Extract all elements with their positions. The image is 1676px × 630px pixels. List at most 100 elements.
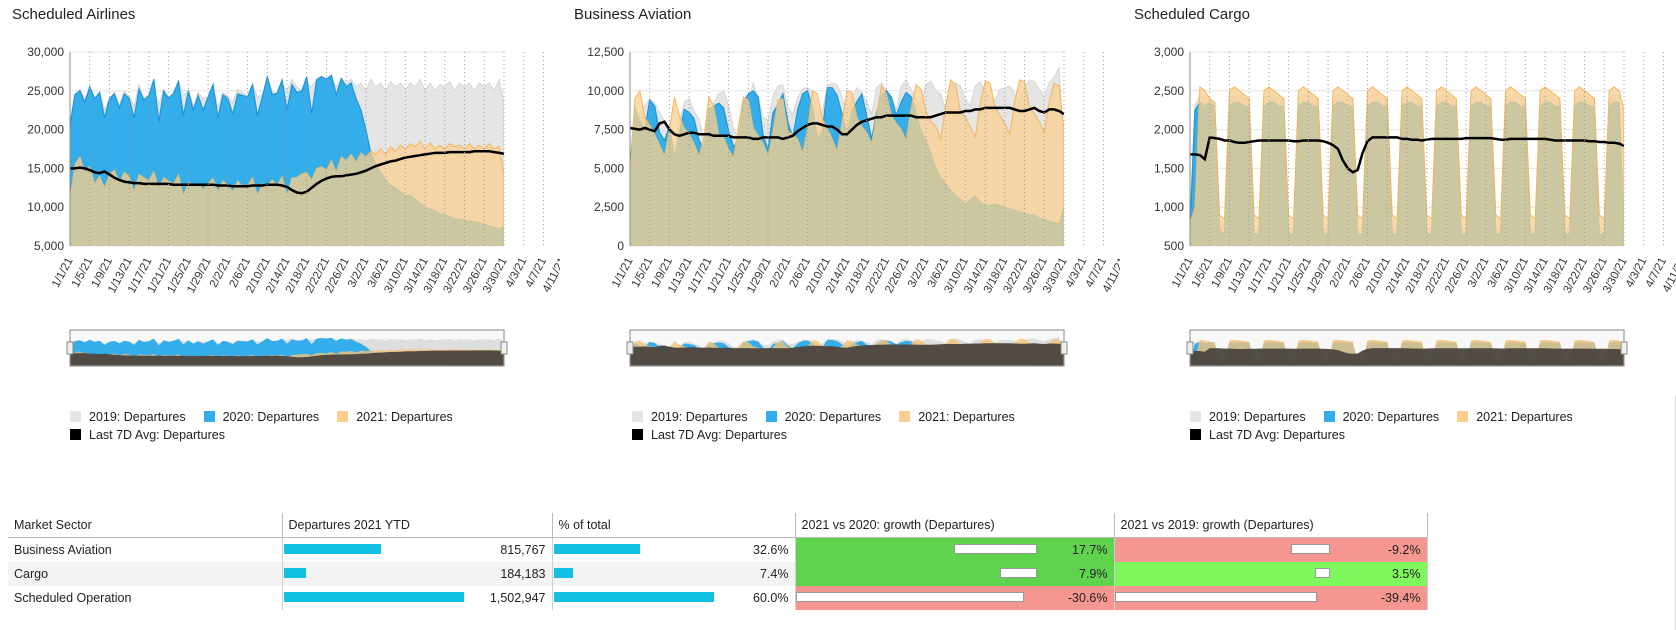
cell-pct-total: 60.0%	[552, 586, 796, 610]
header-market-sector[interactable]: Market Sector	[8, 513, 283, 538]
swatch	[1190, 429, 1201, 440]
cell-value: 7.9%	[1079, 567, 1108, 581]
legend-item-avg[interactable]: Last 7D Avg: Departures	[70, 428, 225, 442]
navigator-handle-right[interactable]	[1060, 341, 1068, 355]
area-chart: 02,5005,0007,50010,00012,5001/1/211/5/21…	[587, 45, 1120, 367]
swatch	[70, 429, 81, 440]
series-overlap-area	[630, 93, 1064, 246]
series-line-7d-avg	[630, 106, 1064, 141]
navigator-area-avg	[630, 343, 1064, 366]
swatch	[70, 411, 81, 422]
data-bar-pct	[553, 568, 574, 578]
legend-label: 2020: Departures	[784, 410, 882, 424]
legend-item-avg[interactable]: Last 7D Avg: Departures	[1190, 428, 1345, 442]
y-tick-label: 20,000	[27, 123, 64, 137]
legend-item-2020[interactable]: 2020: Departures	[203, 410, 319, 424]
legend-item-2020[interactable]: 2020: Departures	[765, 410, 882, 424]
cell-wrap: 7.9%	[796, 562, 1114, 586]
cell-value: 7.4%	[760, 567, 789, 581]
cell-value: 1,502,947	[489, 591, 546, 605]
legend-item-2021[interactable]: 2021: Departures	[1457, 410, 1573, 424]
legend-label: 2021: Departures	[356, 410, 453, 424]
plot-area	[1190, 85, 1624, 246]
y-tick-label: 30,000	[27, 45, 64, 59]
cell-departures: 815,767	[282, 537, 553, 562]
cell-wrap: 3.5%	[1115, 562, 1427, 586]
swatch	[899, 411, 911, 422]
cell-wrap: 184,183	[283, 562, 552, 586]
navigator-handle-right[interactable]	[1620, 341, 1628, 355]
swatch	[1323, 411, 1335, 422]
data-bar-pct	[553, 544, 641, 554]
legend-item-2021[interactable]: 2021: Departures	[899, 410, 1015, 424]
legend-label: Last 7D Avg: Departures	[89, 428, 225, 442]
cell-value: 3.5%	[1392, 567, 1421, 581]
cell-wrap: 7.4%	[553, 562, 795, 586]
cell-value: -9.2%	[1387, 543, 1421, 557]
navigator-area-avg	[70, 350, 504, 366]
range-navigator	[66, 329, 508, 367]
cell-wrap: 815,767	[283, 538, 552, 562]
cell-value: 32.6%	[753, 543, 789, 557]
legend-label: 2019: Departures	[1209, 410, 1306, 424]
header-pct-total[interactable]: % of total	[552, 513, 796, 538]
cell-market-sector: Business Aviation	[8, 537, 283, 562]
y-tick-label: 500	[1164, 239, 1184, 253]
cell-wrap: 60.0%	[553, 586, 795, 610]
growth-bar	[953, 544, 1038, 554]
y-tick-label: 12,500	[587, 45, 624, 59]
plot-area	[630, 65, 1064, 246]
table-row[interactable]: Business Aviation 815,767 32.6% 17.7% -9.2%	[8, 537, 1428, 562]
legend-label: 2021: Departures	[918, 410, 1015, 424]
y-tick-label: 2,000	[1154, 123, 1184, 137]
y-tick-label: 7,500	[594, 123, 624, 137]
legend-item-2019[interactable]: 2019: Departures	[632, 410, 748, 424]
cell-market-sector: Cargo	[8, 562, 283, 586]
navigator-handle-left[interactable]	[1186, 341, 1194, 355]
cell-wrap: 17.7%	[796, 538, 1114, 562]
market-sector-table: Market Sector Departures 2021 YTD % of t…	[8, 513, 1428, 610]
legend-item-avg[interactable]: Last 7D Avg: Departures	[632, 428, 787, 442]
cell-growth-g19: -9.2%	[1114, 537, 1428, 562]
swatch	[1190, 411, 1201, 422]
y-tick-label: 2,500	[1154, 84, 1184, 98]
cell-growth-g20: 7.9%	[795, 562, 1115, 586]
legend-item-2019[interactable]: 2019: Departures	[70, 410, 186, 424]
y-tick-label: 5,000	[34, 239, 64, 253]
range-navigator	[1186, 329, 1628, 367]
legend-label: Last 7D Avg: Departures	[651, 428, 787, 442]
series-overlap-area	[70, 152, 504, 246]
navigator-handle-left[interactable]	[626, 341, 634, 355]
header-growth-2019[interactable]: 2021 vs 2019: growth (Departures)	[1114, 513, 1428, 538]
legend-label: 2019: Departures	[89, 410, 186, 424]
legend-label: 2020: Departures	[1342, 410, 1440, 424]
y-tick-label: 3,000	[1154, 45, 1184, 59]
y-tick-label: 10,000	[27, 200, 64, 214]
cell-value: 815,767	[500, 543, 546, 557]
header-departures-ytd[interactable]: Departures 2021 YTD	[282, 513, 553, 538]
navigator-handle-right[interactable]	[500, 341, 508, 355]
plot-area	[70, 74, 504, 246]
legend-label: 2019: Departures	[651, 410, 748, 424]
chart-panel-business-aviation: Business Aviation 0 2,500 5,000 7,500 10,000…	[560, 0, 1120, 450]
legend-item-2019[interactable]: 2019: Departures	[1190, 410, 1306, 424]
y-tick-label: 15,000	[27, 161, 64, 175]
series-line-7d-avg	[70, 150, 504, 195]
legend-label: 2021: Departures	[1476, 410, 1573, 424]
header-growth-2020[interactable]: 2021 vs 2020: growth (Departures)	[795, 513, 1115, 538]
table-row[interactable]: Scheduled Operation 1,502,947 60.0% -30.6% -…	[8, 586, 1428, 610]
swatch	[203, 411, 215, 422]
y-tick-label: 5,000	[594, 161, 624, 175]
data-bar-pct	[553, 592, 714, 602]
y-tick-label: 25,000	[27, 84, 64, 98]
cell-wrap: 32.6%	[553, 538, 795, 562]
legend-item-2021[interactable]: 2021: Departures	[337, 410, 453, 424]
table-row[interactable]: Cargo 184,183 7.4% 7.9% 3.5%	[8, 562, 1428, 586]
y-tick-label: 2,500	[594, 200, 624, 214]
cell-value: 17.7%	[1072, 543, 1108, 557]
data-bar-departures	[283, 568, 306, 578]
growth-bar	[1290, 544, 1331, 554]
legend-item-2020[interactable]: 2020: Departures	[1323, 410, 1440, 424]
navigator-handle-left[interactable]	[66, 341, 74, 355]
data-bar-departures	[283, 592, 464, 602]
